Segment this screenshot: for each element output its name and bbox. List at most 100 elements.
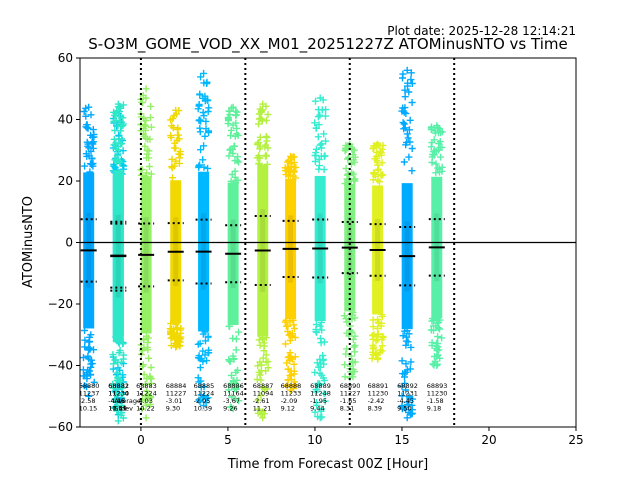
orbit-stat-68884-2: -3.01 <box>166 397 183 405</box>
y-tick-label-40: 40 <box>58 113 73 127</box>
orbit-stat-68880-0: 68880 <box>79 382 100 390</box>
y-tick-label--40: −40 <box>48 359 73 373</box>
y-tick-label-20: 20 <box>58 174 73 188</box>
orbit-markers-68888 <box>281 152 300 394</box>
orbit-stat-68893-0: 68893 <box>427 382 448 390</box>
stats-row-label-2: Average <box>114 397 141 405</box>
orbit-markers-68882 <box>109 100 128 425</box>
orbit-stat-68888-1: 11233 <box>281 390 302 398</box>
orbit-stat-68890-0: 68890 <box>340 382 361 390</box>
orbit-stat-68884-0: 68884 <box>166 382 187 390</box>
orbit-stat-68890-2: -1.65 <box>340 397 357 405</box>
orbit-stat-68883-2: -4.03 <box>136 397 153 405</box>
orbit-stat-68890-3: 8.31 <box>340 405 354 413</box>
orbit-markers-68885 <box>194 69 213 409</box>
plot-date: Plot date: 2025-12-28 12:14:21 <box>387 24 576 38</box>
orbit-stat-68882-1: 11234 <box>108 390 129 398</box>
x-tick-label-10: 10 <box>307 433 322 447</box>
orbit-stat-68886-1: 11164 <box>223 390 244 398</box>
orbit-stats-labels: 6888011237-2.5810.156888111230-4.2610.41… <box>79 382 448 413</box>
orbit-stat-68891-1: 11230 <box>368 390 389 398</box>
orbit-stat-68880-3: 10.15 <box>79 405 98 413</box>
orbit-stat-68892-0: 68892 <box>397 382 418 390</box>
orbit-stat-68889-1: 11248 <box>310 390 331 398</box>
orbit-stat-68892-2: -4.45 <box>397 397 414 405</box>
orbit-stat-68888-0: 68888 <box>281 382 302 390</box>
chart-title: S-O3M_GOME_VOD_XX_M01_20251227Z ATOMinus… <box>88 35 567 54</box>
orbit-stat-68884-3: 9.30 <box>166 405 180 413</box>
stats-row-label-3: Stdev <box>114 405 133 413</box>
orbit-stat-68885-1: 11224 <box>194 390 215 398</box>
orbit-markers-68886 <box>224 103 243 413</box>
orbit-stat-68890-1: 11227 <box>340 390 361 398</box>
orbit-stat-68887-0: 68887 <box>253 382 274 390</box>
y-tick-label--60: −60 <box>48 420 73 434</box>
axes: 0 5 10 15 20 25 −60 −40 −20 0 20 40 60 <box>48 51 584 447</box>
x-axis-label: Time from Forecast 00Z [Hour] <box>227 457 429 472</box>
orbit-stat-68887-2: -2.61 <box>253 397 270 405</box>
orbit-stat-68886-2: -3.67 <box>223 397 240 405</box>
orbit-stat-68888-2: -2.09 <box>281 397 298 405</box>
orbit-stat-68880-1: 11237 <box>79 390 100 398</box>
orbit-stat-68892-1: 11231 <box>397 390 418 398</box>
orbit-markers-68883 <box>137 85 155 422</box>
orbit-stat-68881-3: 10.41 <box>108 405 127 413</box>
orbit-stat-68881-2: -4.26 <box>108 397 125 405</box>
orbit-stat-68883-1: 11224 <box>136 390 157 398</box>
orbit-stat-68892-3: 9.50 <box>397 405 411 413</box>
orbit-stat-68882-2: -4.45 <box>108 397 125 405</box>
orbit-stat-68882-0: 68882 <box>108 382 129 390</box>
orbit-stat-68881-1: 11230 <box>108 390 129 398</box>
orbit-stat-68891-3: 8.39 <box>368 405 382 413</box>
y-axis-label: ATOMinusNTO <box>21 196 36 288</box>
orbit-stat-68882-3: 11.19 <box>108 405 127 413</box>
orbit-stat-68887-3: 11.21 <box>253 405 272 413</box>
orbit-stat-68893-1: 11230 <box>427 390 448 398</box>
x-tick-label-15: 15 <box>394 433 409 447</box>
x-tick-label-0: 0 <box>137 433 145 447</box>
x-tick-label-5: 5 <box>224 433 232 447</box>
orbit-stat-68883-0: 68883 <box>136 382 157 390</box>
orbit-stat-68886-0: 68886 <box>223 382 244 390</box>
orbit-markers-68893 <box>427 122 446 369</box>
orbit-stat-68893-2: -1.58 <box>427 397 444 405</box>
reference-lines <box>80 58 576 427</box>
x-tick-label-20: 20 <box>481 433 496 447</box>
orbit-stat-68884-1: 11227 <box>166 390 187 398</box>
y-tick-label--20: −20 <box>48 297 73 311</box>
orbit-stat-68888-3: 9.12 <box>281 405 295 413</box>
orbit-stat-68885-0: 68885 <box>194 382 215 390</box>
orbit-stat-68889-2: -1.95 <box>310 397 327 405</box>
orbit-stat-68893-3: 9.18 <box>427 405 441 413</box>
y-tick-label-0: 0 <box>65 236 73 250</box>
orbit-stat-68891-0: 68891 <box>368 382 389 390</box>
orbit-markers-68887 <box>253 100 272 422</box>
orbit-stat-68880-2: -2.58 <box>79 397 96 405</box>
orbit-stat-68889-0: 68889 <box>310 382 331 390</box>
orbit-stat-68891-2: -2.42 <box>368 397 385 405</box>
orbit-markers-68892 <box>398 66 417 422</box>
orbit-stat-68883-3: 10.22 <box>136 405 155 413</box>
orbit-markers-68889 <box>311 94 330 422</box>
orbit-stat-68886-3: 9.26 <box>223 405 237 413</box>
orbit-stat-68881-0: 68881 <box>108 382 129 390</box>
orbit-markers-68891 <box>368 140 387 363</box>
orbit-stat-68887-1: 11094 <box>253 390 274 398</box>
orbit-stat-68885-2: -2.95 <box>194 397 211 405</box>
orbit-stat-68885-3: 10.39 <box>194 405 213 413</box>
